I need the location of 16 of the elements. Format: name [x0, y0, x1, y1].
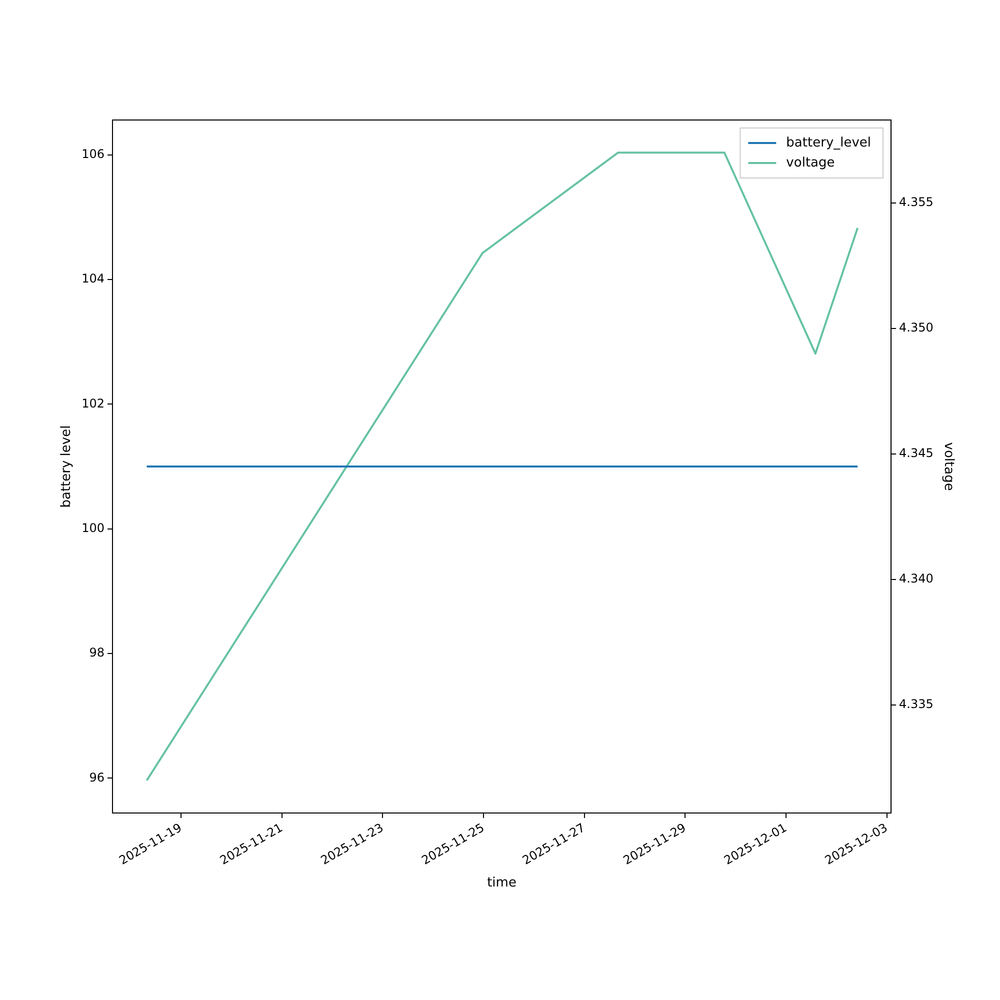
y2-tick-label: 4.345 [899, 446, 934, 460]
y-tick-label: 104 [82, 272, 105, 286]
y2-tick-label: 4.350 [899, 320, 934, 335]
y2-tick-label: 4.355 [899, 194, 934, 209]
y-tick-label: 102 [82, 396, 105, 410]
y2-tick-label: 4.340 [899, 572, 934, 586]
x-axis-title: time [487, 876, 516, 891]
y2-axis-title: voltage [940, 442, 956, 491]
y-axis-title: battery level [59, 425, 74, 508]
y-tick-label: 98 [89, 646, 105, 660]
y2-tick-label: 4.335 [899, 697, 934, 712]
legend-label: battery_level [786, 135, 872, 150]
y-tick-label: 96 [89, 770, 105, 784]
y-tick-label: 106 [82, 147, 105, 162]
y-tick-label: 100 [82, 520, 105, 535]
legend-label: voltage [786, 155, 835, 170]
